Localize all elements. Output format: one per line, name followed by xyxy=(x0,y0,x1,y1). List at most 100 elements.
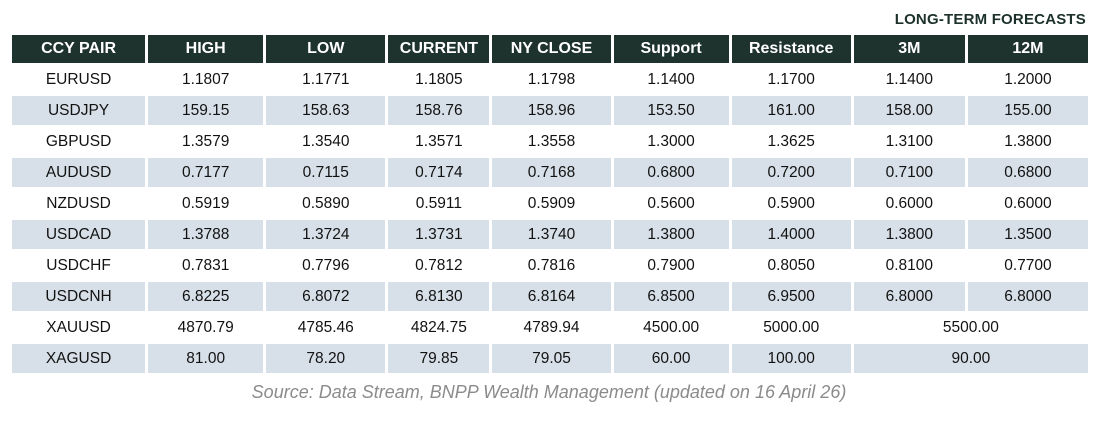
table-row-gbpusd: GBPUSD 1.3579 1.3540 1.3571 1.3558 1.300… xyxy=(12,127,1088,156)
forecast-merged-cell: 5500.00 xyxy=(942,318,999,336)
col-header-high: HIGH xyxy=(148,35,264,63)
current-cell: 0.7812 xyxy=(415,256,463,274)
resistance-cell: 100.00 xyxy=(731,344,851,373)
low-cell: 78.20 xyxy=(266,344,386,373)
col-header-current: CURRENT xyxy=(388,35,490,63)
support-cell: 0.6800 xyxy=(613,158,729,187)
forecast-12m-cell: 0.6000 xyxy=(1004,194,1052,212)
ccy-pair-cell: XAUUSD xyxy=(46,318,111,336)
ny-close-cell: 0.7816 xyxy=(527,256,576,274)
table-row-usdcad: USDCAD 1.3788 1.3724 1.3731 1.3740 1.380… xyxy=(12,220,1088,249)
resistance-cell: 6.9500 xyxy=(731,282,851,311)
resistance-cell: 1.3625 xyxy=(767,132,815,150)
forecast-3m-cell: 1.1400 xyxy=(885,70,934,88)
col-header-12m: 12M xyxy=(967,35,1088,63)
support-cell: 0.5600 xyxy=(647,194,695,212)
ny-close-cell: 0.5909 xyxy=(527,194,576,212)
ny-close-cell: 6.8164 xyxy=(492,282,611,311)
col-header-ny-close: NY CLOSE xyxy=(492,35,611,63)
forecast-3m-cell: 0.6000 xyxy=(885,194,934,212)
low-cell: 1.3540 xyxy=(302,132,350,150)
ccy-pair-cell: USDCHF xyxy=(46,256,111,274)
high-cell: 1.1807 xyxy=(181,70,230,88)
ccy-pair-cell: USDCNH xyxy=(12,282,146,311)
support-cell: 60.00 xyxy=(613,344,729,373)
current-cell: 0.7174 xyxy=(388,158,490,187)
ccy-pair-cell: EURUSD xyxy=(45,70,112,88)
col-header-resistance: Resistance xyxy=(731,35,851,63)
low-cell: 158.63 xyxy=(266,96,386,125)
table-row-nzdusd: NZDUSD 0.5919 0.5890 0.5911 0.5909 0.560… xyxy=(12,189,1088,218)
support-cell: 1.3800 xyxy=(613,220,729,249)
forecast-3m-cell: 1.3100 xyxy=(885,132,934,150)
long-term-forecasts-label: LONG-TERM FORECASTS xyxy=(894,11,1086,28)
low-cell: 0.7796 xyxy=(302,256,350,274)
resistance-cell: 5000.00 xyxy=(763,318,820,336)
table-row-xagusd: XAGUSD 81.00 78.20 79.85 79.05 60.00 100… xyxy=(12,344,1088,373)
high-cell: 1.3579 xyxy=(181,132,230,150)
resistance-cell: 0.7200 xyxy=(731,158,851,187)
support-cell: 6.8500 xyxy=(613,282,729,311)
forecast-3m-cell: 1.3800 xyxy=(853,220,965,249)
table-row-usdcnh: USDCNH 6.8225 6.8072 6.8130 6.8164 6.850… xyxy=(12,282,1088,311)
ny-close-cell: 1.3558 xyxy=(527,132,576,150)
fx-forecast-table: CCY PAIR HIGH LOW CURRENT NY CLOSE Suppo… xyxy=(9,33,1091,375)
ny-close-cell: 4789.94 xyxy=(523,318,580,336)
col-header-support: Support xyxy=(613,35,729,63)
low-cell: 0.5890 xyxy=(302,194,350,212)
support-cell: 1.1400 xyxy=(647,70,695,88)
current-cell: 4824.75 xyxy=(410,318,467,336)
ny-close-cell: 1.1798 xyxy=(527,70,576,88)
ccy-pair-cell: AUDUSD xyxy=(12,158,146,187)
ccy-pair-cell: XAGUSD xyxy=(12,344,146,373)
forecast-3m-cell: 0.7100 xyxy=(853,158,965,187)
current-cell: 0.5911 xyxy=(415,194,463,212)
current-cell: 158.76 xyxy=(388,96,490,125)
forecast-12m-cell: 0.6800 xyxy=(967,158,1088,187)
high-cell: 0.5919 xyxy=(181,194,230,212)
resistance-cell: 0.5900 xyxy=(767,194,815,212)
high-cell: 0.7177 xyxy=(148,158,264,187)
low-cell: 6.8072 xyxy=(266,282,386,311)
table-row-xauusd: XAUUSD 4870.79 4785.46 4824.75 4789.94 4… xyxy=(12,313,1088,342)
current-cell: 6.8130 xyxy=(388,282,490,311)
table-row-audusd: AUDUSD 0.7177 0.7115 0.7174 0.7168 0.680… xyxy=(12,158,1088,187)
forecast-3m-cell: 6.8000 xyxy=(853,282,965,311)
support-cell: 1.3000 xyxy=(647,132,695,150)
support-cell: 0.7900 xyxy=(647,256,695,274)
low-cell: 1.1771 xyxy=(302,70,350,88)
table-row-usdjpy: USDJPY 159.15 158.63 158.76 158.96 153.5… xyxy=(12,96,1088,125)
high-cell: 0.7831 xyxy=(181,256,230,274)
forecast-merged-cell: 90.00 xyxy=(853,344,1088,373)
col-header-ccy-pair: CCY PAIR xyxy=(12,35,146,63)
resistance-cell: 1.4000 xyxy=(731,220,851,249)
support-cell: 4500.00 xyxy=(643,318,700,336)
ccy-pair-cell: USDJPY xyxy=(12,96,146,125)
resistance-cell: 1.1700 xyxy=(767,70,815,88)
source-caption: Source: Data Stream, BNPP Wealth Managem… xyxy=(251,382,847,402)
low-cell: 0.7115 xyxy=(266,158,386,187)
high-cell: 81.00 xyxy=(148,344,264,373)
current-cell: 1.1805 xyxy=(415,70,463,88)
forecast-12m-cell: 1.2000 xyxy=(1004,70,1052,88)
forecast-3m-cell: 0.8100 xyxy=(885,256,934,274)
col-header-3m: 3M xyxy=(853,35,965,63)
ny-close-cell: 0.7168 xyxy=(492,158,611,187)
resistance-cell: 161.00 xyxy=(731,96,851,125)
high-cell: 159.15 xyxy=(148,96,264,125)
high-cell: 1.3788 xyxy=(148,220,264,249)
support-cell: 153.50 xyxy=(613,96,729,125)
col-header-low: LOW xyxy=(266,35,386,63)
current-cell: 79.85 xyxy=(388,344,490,373)
current-cell: 1.3731 xyxy=(388,220,490,249)
ccy-pair-cell: GBPUSD xyxy=(45,132,112,150)
high-cell: 6.8225 xyxy=(148,282,264,311)
table-header-row: CCY PAIR HIGH LOW CURRENT NY CLOSE Suppo… xyxy=(12,35,1088,63)
ny-close-cell: 158.96 xyxy=(492,96,611,125)
forecast-12m-cell: 1.3500 xyxy=(967,220,1088,249)
ccy-pair-cell: NZDUSD xyxy=(46,194,111,212)
ccy-pair-cell: USDCAD xyxy=(12,220,146,249)
high-cell: 4870.79 xyxy=(177,318,234,336)
forecast-12m-cell: 1.3800 xyxy=(1004,132,1052,150)
